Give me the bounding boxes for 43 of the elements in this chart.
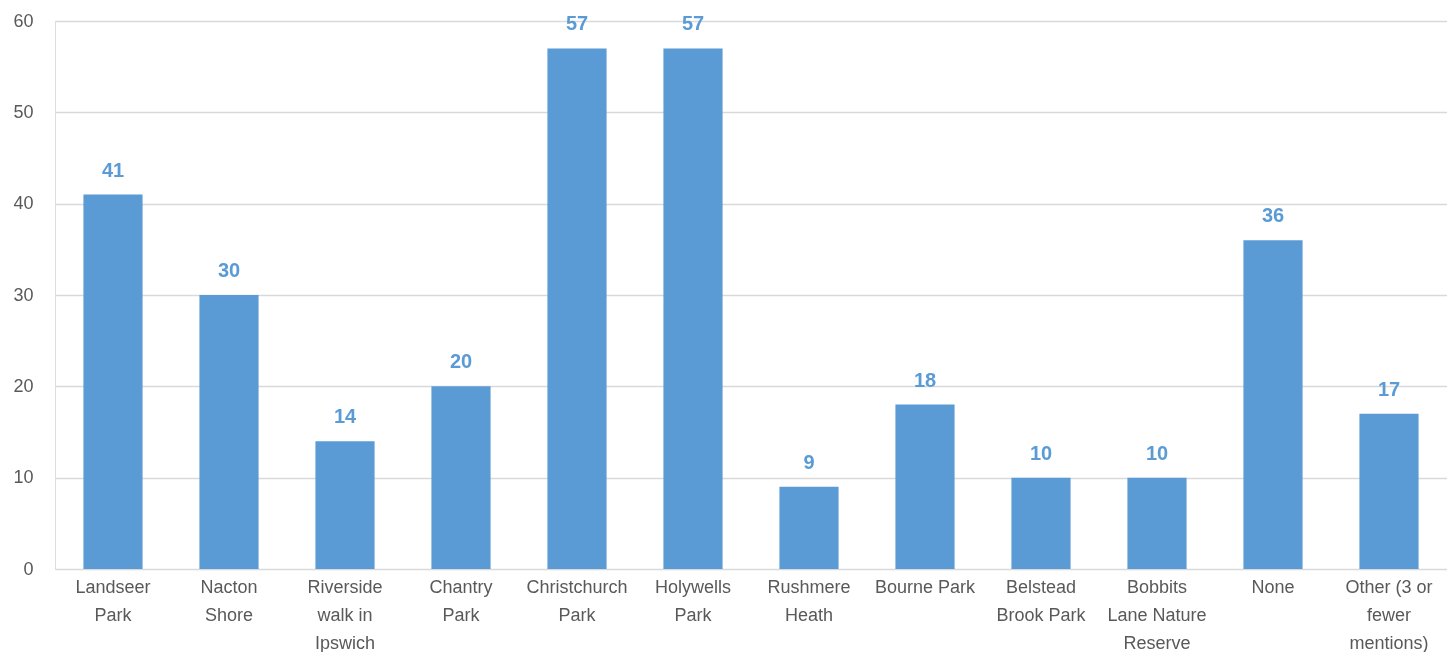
- x-tick-label: Bourne Park: [874, 576, 977, 597]
- bar: [1011, 477, 1071, 569]
- y-tick-label: 20: [13, 375, 34, 396]
- x-tick-label: Bobbits Lane Nature Reserve: [1107, 576, 1207, 653]
- data-label: 14: [333, 405, 357, 428]
- bar: [663, 48, 723, 569]
- x-tick-label: Rushmere Heath: [767, 576, 851, 625]
- x-tick-label: Other (3 or fewer mentions): [1345, 576, 1433, 653]
- data-label: 10: [1029, 441, 1053, 464]
- x-tick-label: Holywells Park: [654, 576, 732, 625]
- data-label: 36: [1261, 204, 1285, 227]
- bar: [895, 404, 955, 569]
- bar: [315, 441, 375, 569]
- y-tick-label: 10: [13, 467, 34, 488]
- y-tick-label: 50: [13, 101, 34, 122]
- data-label: 20: [449, 350, 473, 373]
- x-tick-label: Nacton Shore: [200, 576, 258, 625]
- data-label: 9: [803, 450, 815, 473]
- data-label: 57: [681, 12, 705, 35]
- x-tick-label: Belstead Brook Park: [996, 576, 1087, 625]
- x-tick-label: Riverside walk in Ipswich: [307, 576, 383, 653]
- y-tick-label: 0: [23, 558, 34, 579]
- data-label: 18: [913, 368, 937, 391]
- x-tick-label: Landseer Park: [75, 576, 151, 625]
- y-tick-label: 30: [13, 284, 34, 305]
- bar: [83, 194, 143, 569]
- bar: [547, 48, 607, 569]
- bar: [1243, 240, 1303, 569]
- data-label: 30: [217, 259, 241, 281]
- data-label: 41: [101, 158, 125, 181]
- x-tick-label: Christchurch Park: [526, 576, 628, 625]
- bar: [1127, 477, 1187, 569]
- bar: [431, 386, 491, 569]
- y-tick-label: 60: [13, 10, 34, 31]
- y-tick-label: 40: [13, 193, 34, 214]
- bar: [779, 486, 839, 569]
- data-label: 17: [1377, 377, 1401, 400]
- x-tick-label: None: [1251, 576, 1295, 597]
- data-label: 10: [1145, 441, 1169, 464]
- bar: [1359, 413, 1419, 569]
- bar: [199, 295, 259, 569]
- data-label: 57: [565, 12, 589, 35]
- x-tick-label: Chantry Park: [429, 576, 493, 625]
